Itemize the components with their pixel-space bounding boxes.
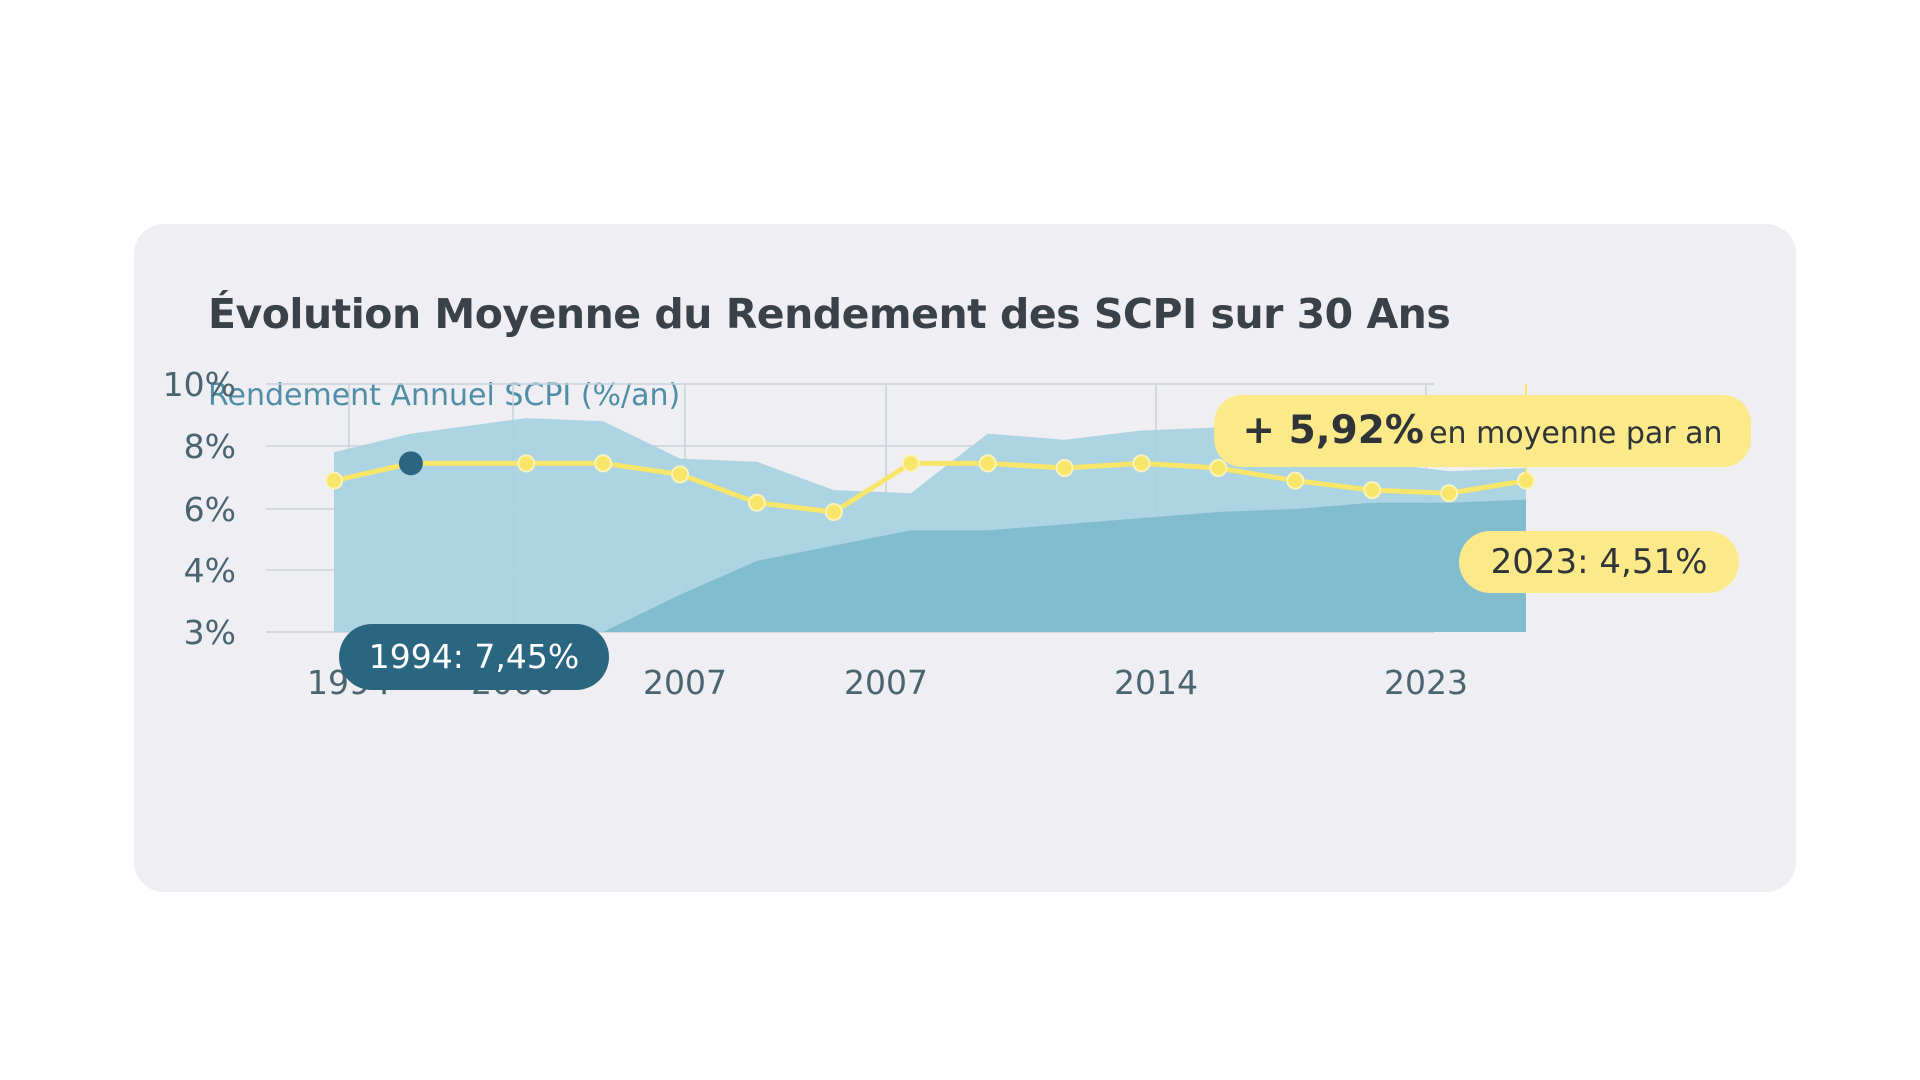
data-point	[978, 454, 997, 473]
data-point	[824, 503, 843, 522]
average-yield-text: en moyenne par an	[1429, 416, 1723, 451]
annotation-start: 1994: 7,45%	[339, 624, 609, 690]
average-yield-value: + 5,92%	[1242, 408, 1424, 453]
area-fourchette-basse	[334, 499, 1526, 632]
data-point	[1055, 459, 1074, 478]
y-tick-label: 3%	[184, 613, 236, 652]
x-tick-label: 2007	[844, 663, 928, 702]
highlight-point-start	[398, 451, 423, 476]
annotation-end: 2023: 4,51%	[1459, 531, 1739, 593]
data-point	[1286, 471, 1305, 490]
chart-card: Évolution Moyenne du Rendement des SCPI …	[134, 224, 1796, 892]
chart-plot: 10%8%6%4%3%199420002007200720142023	[163, 365, 1535, 702]
data-point	[1363, 481, 1382, 500]
chart-title: Évolution Moyenne du Rendement des SCPI …	[208, 290, 1451, 338]
data-point	[325, 471, 343, 490]
data-point	[1440, 484, 1459, 503]
x-tick-label: 2023	[1384, 663, 1468, 702]
y-tick-label: 8%	[184, 427, 236, 466]
data-point	[594, 454, 613, 473]
series-line	[333, 460, 1527, 515]
data-point	[671, 465, 690, 484]
average-yield-callout: + 5,92% en moyenne par an	[1214, 395, 1751, 467]
x-tick-label: 2007	[643, 663, 727, 702]
data-point	[1209, 459, 1228, 478]
y-tick-label: 10%	[163, 365, 236, 404]
y-tick-label: 6%	[184, 490, 236, 529]
line-series	[325, 384, 1535, 522]
data-point	[901, 454, 920, 473]
y-tick-label: 4%	[184, 551, 236, 590]
data-point	[1132, 454, 1151, 473]
data-point	[517, 454, 536, 473]
x-tick-label: 2014	[1114, 663, 1198, 702]
data-point	[747, 493, 766, 512]
